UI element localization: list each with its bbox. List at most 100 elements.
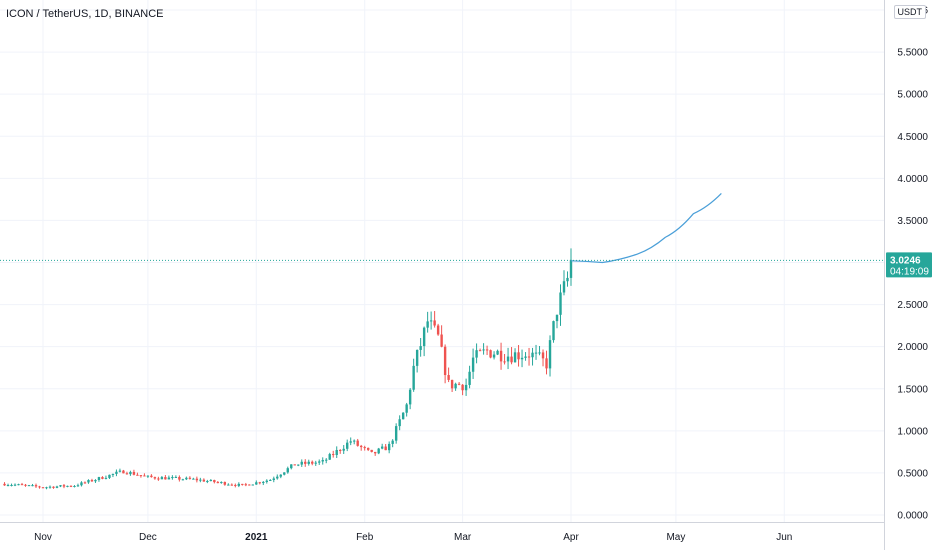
candle-body <box>269 479 272 481</box>
candle-body <box>206 481 209 483</box>
candle-body <box>569 259 573 278</box>
candle-body <box>90 480 94 482</box>
candle-body <box>234 484 237 486</box>
candle-body <box>471 357 475 372</box>
candle-body <box>429 320 433 322</box>
candle-body <box>199 479 202 481</box>
candle-body <box>380 446 384 449</box>
candle-body <box>353 440 356 442</box>
candle-body <box>496 350 499 355</box>
candle-body <box>174 476 178 478</box>
candle-body <box>248 484 251 486</box>
candle-body <box>31 485 34 487</box>
candle-body <box>548 340 552 369</box>
candle-body <box>111 473 115 475</box>
candle-body <box>45 487 48 489</box>
candle-body <box>433 320 436 326</box>
candle-body <box>66 485 69 487</box>
candle-body <box>255 482 258 485</box>
candle-body <box>146 475 150 477</box>
candle-body <box>332 454 335 456</box>
candle-body <box>3 483 6 486</box>
y-tick-label: 1.0000 <box>897 426 928 437</box>
candle-body <box>94 479 97 482</box>
currency-badge[interactable]: USDT <box>893 5 926 19</box>
candle-body <box>398 419 401 427</box>
candle-body <box>394 426 398 441</box>
candle-body <box>118 470 122 472</box>
candle-body <box>244 484 248 486</box>
x-tick-label: May <box>666 532 685 543</box>
y-tick-label: 5.0000 <box>897 90 928 101</box>
candle-body <box>157 478 160 480</box>
candle-body <box>335 450 338 456</box>
candle-body <box>363 447 366 449</box>
x-tick-label: Mar <box>454 532 472 543</box>
candle-body <box>76 485 80 487</box>
y-tick-label: 3.5000 <box>897 216 928 227</box>
candle-body <box>283 472 286 475</box>
candle-body <box>13 484 17 486</box>
candle-body <box>450 379 454 389</box>
candle-body <box>562 281 566 293</box>
bar-countdown: 04:19:09 <box>890 266 929 277</box>
candle-body <box>192 478 195 480</box>
candle-body <box>489 350 492 358</box>
candle-body <box>419 346 422 350</box>
candle-body <box>69 485 73 487</box>
candle-body <box>83 482 87 484</box>
candle-body <box>181 479 185 481</box>
candle-body <box>178 476 181 480</box>
candle-body <box>279 474 282 477</box>
candle-body <box>251 484 255 486</box>
candle-body <box>346 442 349 449</box>
y-tick-label: 5.5000 <box>897 48 928 59</box>
candle-body <box>405 404 408 413</box>
y-tick-label: 4.5000 <box>897 132 928 143</box>
candle-body <box>290 464 293 469</box>
chart-title: ICON / TetherUS, 1D, BINANCE <box>6 8 164 20</box>
candle-body <box>311 461 314 464</box>
candle-body <box>164 477 167 480</box>
candle-body <box>262 481 265 484</box>
candle-body <box>272 478 275 480</box>
candle-body <box>328 454 331 460</box>
candle-body <box>27 485 31 487</box>
candle-body <box>366 447 370 450</box>
candle-body <box>524 356 527 358</box>
candle-body <box>342 448 345 451</box>
candle-body <box>241 483 244 485</box>
candle-body <box>475 350 478 358</box>
candle-body <box>185 477 188 480</box>
candle-body <box>520 357 524 360</box>
candle-body <box>485 349 489 351</box>
candle-body <box>307 461 310 464</box>
candle-body <box>325 459 328 461</box>
candle-body <box>97 477 101 480</box>
candle-body <box>132 471 136 475</box>
candle-body <box>276 476 279 479</box>
candle-body <box>566 277 569 282</box>
candle-body <box>300 461 303 465</box>
candle-body <box>258 482 261 484</box>
candle-body <box>422 327 426 347</box>
candle-body <box>304 461 307 464</box>
candle-body <box>517 352 520 360</box>
candle-body <box>447 375 450 380</box>
candle-body <box>443 346 447 376</box>
candle-body <box>538 352 541 354</box>
candle-body <box>139 475 143 477</box>
candle-body <box>321 460 324 462</box>
candle-body <box>454 383 457 389</box>
last-price-value: 3.0246 <box>890 255 921 266</box>
candle-body <box>171 477 174 479</box>
candle-body <box>468 371 471 385</box>
candle-body <box>506 356 510 362</box>
candle-body <box>440 334 443 347</box>
candle-body <box>384 446 387 451</box>
candle-body <box>150 475 153 478</box>
candle-body <box>286 468 289 473</box>
y-tick-label: 2.0000 <box>897 342 928 353</box>
projection-curve <box>570 193 722 264</box>
